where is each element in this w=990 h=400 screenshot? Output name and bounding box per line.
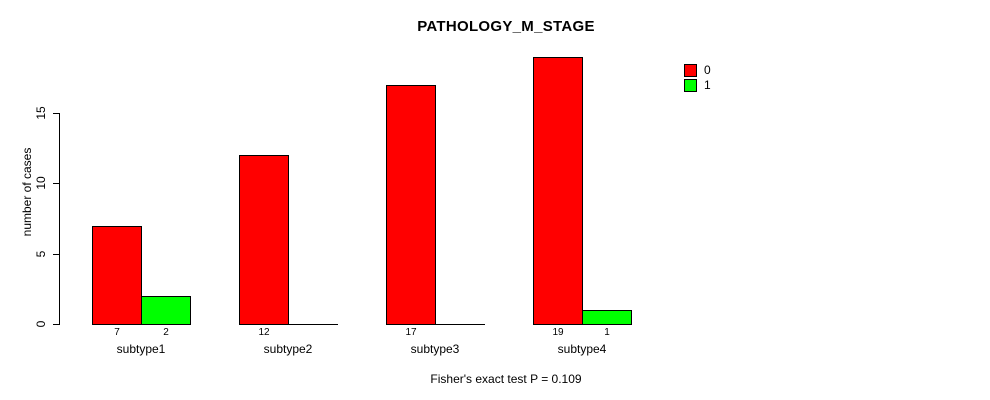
y-tick-mark [53, 113, 60, 114]
legend-swatch-0 [684, 64, 697, 77]
bar-0-subtype2 [239, 155, 289, 325]
legend-item: 0 [684, 64, 711, 77]
bar-0-subtype4 [533, 57, 583, 325]
x-category-label: subtype3 [410, 342, 460, 356]
legend-label: 1 [704, 78, 711, 92]
bar-value-label: 17 [405, 327, 417, 338]
legend-label: 0 [704, 63, 711, 77]
legend-item: 1 [684, 79, 711, 92]
legend-swatch-1 [684, 79, 697, 92]
bar-1-subtype1 [141, 296, 191, 325]
bar-value-label: 12 [258, 327, 270, 338]
y-tick-mark [53, 254, 60, 255]
bar-value-label: 2 [163, 327, 169, 338]
y-axis-label: number of cases [20, 147, 34, 237]
bar-1-subtype3-zero [435, 324, 485, 325]
y-tick-label: 10 [34, 176, 48, 190]
bar-value-label: 19 [552, 327, 564, 338]
bar-0-subtype1 [92, 226, 142, 325]
chart-title: PATHOLOGY_M_STAGE [417, 18, 595, 35]
x-category-label: subtype1 [116, 342, 166, 356]
bar-value-label: 7 [114, 327, 120, 338]
y-tick-mark [53, 183, 60, 184]
y-tick-label: 0 [34, 320, 48, 328]
bar-1-subtype2-zero [288, 324, 338, 325]
y-axis-line [59, 113, 60, 325]
x-category-label: subtype4 [557, 342, 607, 356]
bar-value-label: 1 [604, 327, 610, 338]
bar-0-subtype3 [386, 85, 436, 325]
y-tick-mark [53, 324, 60, 325]
stat-annotation: Fisher's exact test P = 0.109 [430, 372, 582, 386]
y-tick-label: 15 [34, 106, 48, 120]
y-tick-label: 5 [34, 250, 48, 258]
bar-1-subtype4 [582, 310, 632, 325]
x-category-label: subtype2 [263, 342, 313, 356]
